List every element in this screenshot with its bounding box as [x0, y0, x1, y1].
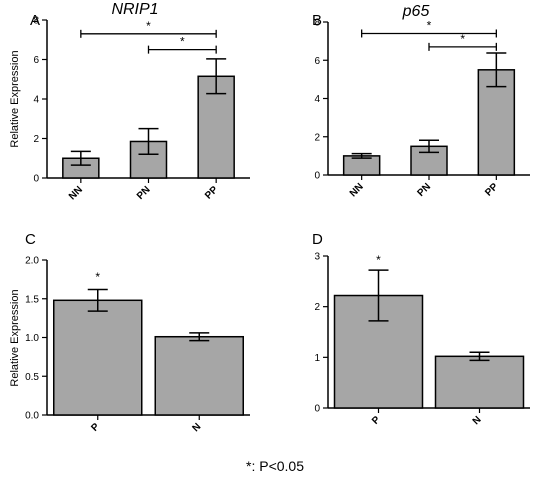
significance-star: *	[427, 18, 432, 32]
error-bar	[469, 351, 490, 362]
significance-star: *	[376, 253, 381, 267]
y-tick-label: 2	[314, 132, 320, 143]
panel-letter: C	[25, 231, 36, 248]
significance-bracket: *	[428, 32, 497, 51]
bar-n	[154, 335, 244, 416]
significance-star: *	[460, 32, 465, 46]
y-tick-label: 8	[314, 18, 320, 29]
error-bar	[368, 269, 389, 322]
panel-d: D 0 1 2 3 P N *	[312, 231, 530, 427]
y-tick-label: 0	[314, 171, 320, 182]
error-bar	[206, 58, 227, 95]
panel-letter: B	[312, 12, 322, 29]
category-label: N	[190, 421, 203, 434]
y-tick-label: 3	[314, 252, 320, 263]
error-bar	[486, 52, 507, 88]
error-bar	[70, 150, 91, 166]
panel-c: C Relative Expression 0.0 0.5 1.0 1.5 2.0 P N *	[9, 231, 250, 434]
category-label: NN	[67, 184, 85, 202]
category-label: P	[89, 421, 102, 434]
category-label: NN	[348, 181, 366, 199]
category-label: P	[370, 414, 383, 427]
y-tick-label: 0	[33, 174, 39, 185]
bar-p	[53, 299, 143, 416]
panel-letter: A	[30, 12, 40, 29]
error-bar	[138, 127, 159, 156]
bar-n	[434, 355, 525, 409]
y-tick-label: 0.5	[25, 372, 39, 383]
y-tick-label: 6	[33, 55, 39, 66]
category-label: PP	[483, 181, 500, 198]
category-label: N	[471, 414, 484, 427]
y-tick-label: 4	[33, 95, 39, 106]
significance-star: *	[95, 270, 100, 284]
panel-a: A NRIP1 Relative Expression 0 2 4 6 8 NN PN PP * *	[9, 1, 250, 202]
y-axis-label: Relative Expression	[9, 50, 21, 147]
y-tick-label: 0	[314, 404, 320, 415]
panel-title: NRIP1	[111, 1, 158, 18]
significance-bracket: *	[147, 35, 217, 54]
significance-bracket: *	[80, 19, 217, 38]
error-bar	[419, 139, 439, 154]
y-tick-label: 6	[314, 56, 320, 67]
significance-star: *	[146, 19, 151, 33]
error-bar	[351, 152, 372, 159]
significance-footnote: *: P<0.05	[246, 458, 304, 474]
significance-bracket: *	[361, 18, 497, 38]
y-tick-label: 8	[33, 16, 39, 27]
panel-letter: D	[312, 231, 323, 248]
y-axis-label: Relative Expression	[9, 289, 21, 386]
y-tick-label: 2	[314, 302, 320, 313]
bar-pp	[197, 75, 235, 179]
significance-star: *	[180, 35, 185, 49]
y-tick-label: 1.0	[25, 333, 39, 344]
category-label: PP	[203, 184, 220, 201]
y-tick-label: 0.0	[25, 411, 39, 422]
panel-title: p65	[402, 3, 430, 20]
y-tick-label: 4	[314, 94, 320, 105]
category-label: PN	[135, 184, 153, 202]
y-tick-label: 1	[314, 353, 320, 364]
category-label: PN	[416, 181, 434, 199]
y-tick-label: 2	[33, 134, 39, 145]
y-tick-label: 1.5	[25, 294, 39, 305]
error-bar	[87, 288, 108, 312]
y-tick-label: 2.0	[25, 256, 39, 267]
error-bar	[189, 332, 210, 342]
